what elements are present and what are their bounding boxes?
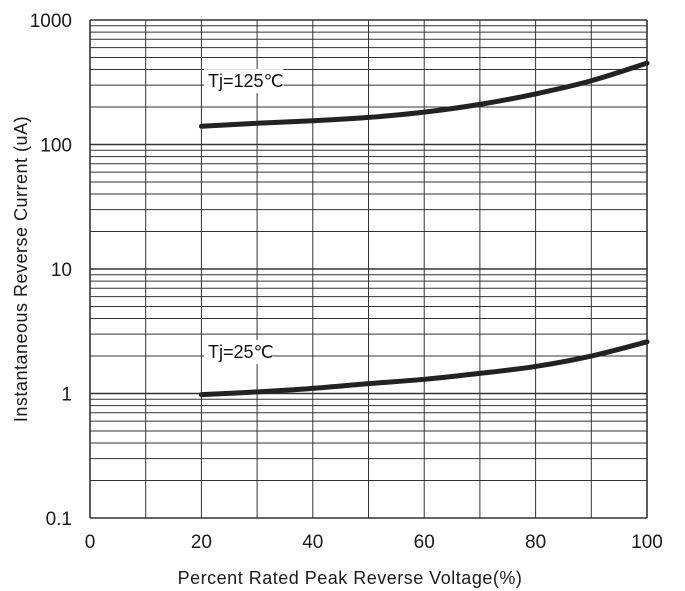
- x-tick-label: 0: [85, 532, 96, 553]
- y-tick-label: 1: [61, 385, 72, 406]
- series-label-background: [204, 69, 284, 94]
- series-label: Tj=125℃: [208, 71, 284, 91]
- series-line: [198, 60, 650, 129]
- y-tick-label: 0.1: [46, 509, 72, 530]
- x-tick-label: 80: [525, 532, 546, 553]
- x-axis-label: Percent Rated Peak Reverse Voltage(%): [178, 568, 523, 588]
- y-axis-label: Instantaneous Reverse Current (uA): [11, 116, 31, 422]
- series-line: [198, 339, 650, 398]
- grid: [89, 19, 648, 519]
- series-label-background: [204, 340, 274, 365]
- x-tick-label: 20: [191, 532, 212, 553]
- y-tick-label: 1000: [30, 11, 72, 32]
- x-tick-label: 40: [302, 532, 323, 553]
- y-tick-label: 100: [40, 136, 72, 157]
- x-tick-label: 60: [414, 532, 435, 553]
- series: Tj=125℃ Tj=25℃: [198, 60, 650, 398]
- series-label: Tj=25℃: [208, 342, 274, 362]
- x-tick-label: 100: [631, 532, 663, 553]
- y-tick-label: 10: [51, 260, 72, 281]
- tick-labels: 0 20 40 60 80 100 0.1 1 10 100 1000: [30, 11, 663, 553]
